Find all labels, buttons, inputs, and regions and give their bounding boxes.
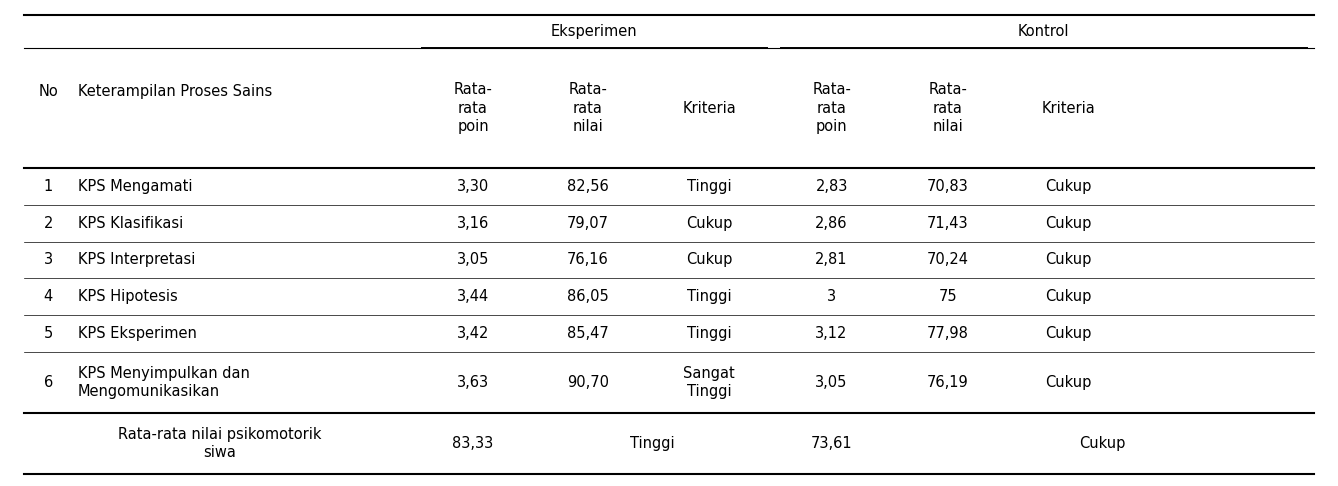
Text: 3,05: 3,05 bbox=[815, 375, 848, 390]
Text: Cukup: Cukup bbox=[686, 216, 732, 230]
Text: 73,61: 73,61 bbox=[811, 436, 852, 451]
Text: 76,19: 76,19 bbox=[927, 375, 969, 390]
Text: 6: 6 bbox=[44, 375, 52, 390]
Text: Kriteria: Kriteria bbox=[682, 101, 736, 116]
Text: Cukup: Cukup bbox=[1045, 375, 1092, 390]
Text: 3,16: 3,16 bbox=[456, 216, 490, 230]
Text: 3,42: 3,42 bbox=[456, 326, 490, 341]
Text: Cukup: Cukup bbox=[1078, 436, 1125, 451]
Text: 3: 3 bbox=[44, 252, 52, 267]
Text: 75: 75 bbox=[939, 289, 957, 304]
Text: 3,63: 3,63 bbox=[456, 375, 490, 390]
Text: Rata-
rata
poin: Rata- rata poin bbox=[812, 82, 851, 134]
Text: 2: 2 bbox=[43, 216, 54, 230]
Text: 82,56: 82,56 bbox=[567, 179, 609, 193]
Text: Rata-
rata
nilai: Rata- rata nilai bbox=[929, 82, 967, 134]
Text: Cukup: Cukup bbox=[1045, 252, 1092, 267]
Text: 3,44: 3,44 bbox=[456, 289, 490, 304]
Text: 2,86: 2,86 bbox=[815, 216, 848, 230]
Text: 5: 5 bbox=[44, 326, 52, 341]
Text: KPS Interpretasi: KPS Interpretasi bbox=[78, 252, 195, 267]
Text: Cukup: Cukup bbox=[686, 252, 732, 267]
Text: KPS Mengamati: KPS Mengamati bbox=[78, 179, 193, 193]
Text: 71,43: 71,43 bbox=[927, 216, 969, 230]
Text: Sangat
Tinggi: Sangat Tinggi bbox=[684, 366, 735, 399]
Text: 90,70: 90,70 bbox=[567, 375, 609, 390]
Text: 4: 4 bbox=[44, 289, 52, 304]
Text: 1: 1 bbox=[44, 179, 52, 193]
Text: 70,83: 70,83 bbox=[927, 179, 969, 193]
Text: KPS Klasifikasi: KPS Klasifikasi bbox=[78, 216, 183, 230]
Text: Cukup: Cukup bbox=[1045, 289, 1092, 304]
Text: KPS Eksperimen: KPS Eksperimen bbox=[78, 326, 197, 341]
Text: 3,12: 3,12 bbox=[815, 326, 848, 341]
Text: 2,83: 2,83 bbox=[815, 179, 848, 193]
Text: 79,07: 79,07 bbox=[567, 216, 609, 230]
Text: Tinggi: Tinggi bbox=[686, 289, 732, 304]
Text: 3,05: 3,05 bbox=[456, 252, 490, 267]
Text: Keterampilan Proses Sains: Keterampilan Proses Sains bbox=[78, 84, 272, 99]
Text: Eksperimen: Eksperimen bbox=[551, 24, 637, 39]
Text: Tinggi: Tinggi bbox=[686, 179, 732, 193]
Text: Cukup: Cukup bbox=[1045, 179, 1092, 193]
Text: KPS Menyimpulkan dan
Mengomunikasikan: KPS Menyimpulkan dan Mengomunikasikan bbox=[78, 366, 249, 399]
Text: 3: 3 bbox=[827, 289, 836, 304]
Text: 2,81: 2,81 bbox=[815, 252, 848, 267]
Text: Cukup: Cukup bbox=[1045, 326, 1092, 341]
Text: No: No bbox=[39, 84, 58, 99]
Text: 3,30: 3,30 bbox=[456, 179, 490, 193]
Text: 70,24: 70,24 bbox=[927, 252, 969, 267]
Text: 83,33: 83,33 bbox=[452, 436, 494, 451]
Text: Kriteria: Kriteria bbox=[1041, 101, 1096, 116]
Text: Tinggi: Tinggi bbox=[630, 436, 674, 451]
Text: Rata-
rata
poin: Rata- rata poin bbox=[454, 82, 492, 134]
Text: 76,16: 76,16 bbox=[567, 252, 609, 267]
Text: 77,98: 77,98 bbox=[927, 326, 969, 341]
Text: Cukup: Cukup bbox=[1045, 216, 1092, 230]
Text: Rata-rata nilai psikomotorik
siwa: Rata-rata nilai psikomotorik siwa bbox=[118, 427, 321, 460]
Text: 86,05: 86,05 bbox=[567, 289, 609, 304]
Text: Tinggi: Tinggi bbox=[686, 326, 732, 341]
Text: KPS Hipotesis: KPS Hipotesis bbox=[78, 289, 178, 304]
Text: Kontrol: Kontrol bbox=[1018, 24, 1069, 39]
Text: Rata-
rata
nilai: Rata- rata nilai bbox=[569, 82, 607, 134]
Text: 85,47: 85,47 bbox=[567, 326, 609, 341]
